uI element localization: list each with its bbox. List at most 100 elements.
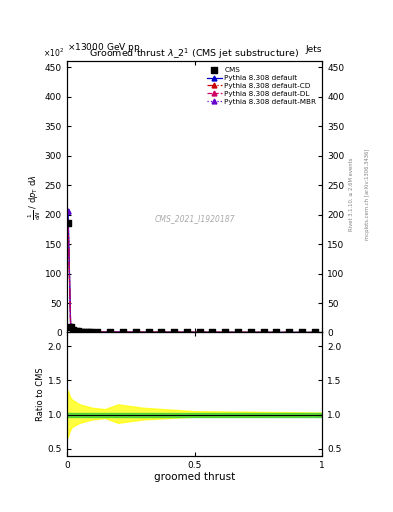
Pythia 8.308 default-DL	[73, 328, 78, 334]
Pythia 8.308 default-MBR	[66, 207, 70, 214]
Pythia 8.308 default	[81, 329, 86, 335]
Pythia 8.308 default-DL	[299, 329, 304, 335]
Pythia 8.308 default	[223, 329, 228, 335]
CMS	[209, 328, 215, 336]
Pythia 8.308 default-MBR	[185, 329, 189, 335]
Pythia 8.308 default-DL	[76, 328, 81, 334]
Pythia 8.308 default-MBR	[197, 329, 202, 335]
Text: CMS_2021_I1920187: CMS_2021_I1920187	[154, 214, 235, 223]
Pythia 8.308 default	[66, 207, 70, 214]
Pythia 8.308 default-MBR	[95, 329, 100, 335]
Pythia 8.308 default-MBR	[79, 328, 83, 334]
Pythia 8.308 default-DL	[95, 329, 100, 335]
Pythia 8.308 default	[172, 329, 176, 335]
Text: Jets: Jets	[306, 45, 322, 54]
Pythia 8.308 default	[86, 329, 91, 335]
CMS	[158, 328, 165, 336]
Pythia 8.308 default-MBR	[89, 329, 94, 335]
Pythia 8.308 default-CD	[261, 329, 266, 335]
Pythia 8.308 default	[312, 329, 317, 335]
CMS	[78, 328, 84, 336]
Pythia 8.308 default-CD	[89, 329, 94, 335]
Pythia 8.308 default-DL	[185, 329, 189, 335]
CMS	[80, 328, 86, 336]
CMS	[145, 328, 152, 336]
Pythia 8.308 default-CD	[79, 329, 83, 335]
Pythia 8.308 default	[146, 329, 151, 335]
Pythia 8.308 default	[261, 329, 266, 335]
Pythia 8.308 default	[121, 329, 125, 335]
Pythia 8.308 default-DL	[121, 329, 125, 335]
CMS	[286, 328, 292, 336]
Pythia 8.308 default-DL	[89, 329, 94, 335]
Pythia 8.308 default-CD	[86, 329, 91, 335]
Pythia 8.308 default-CD	[66, 219, 70, 225]
CMS	[222, 328, 228, 336]
Pythia 8.308 default-DL	[146, 329, 151, 335]
Pythia 8.308 default-CD	[73, 328, 78, 334]
Pythia 8.308 default-DL	[71, 326, 75, 332]
Pythia 8.308 default	[134, 329, 138, 335]
CMS	[75, 327, 81, 335]
Pythia 8.308 default-MBR	[287, 329, 292, 335]
Y-axis label: $\frac{1}{\mathrm{d}N}$ / $\mathrm{d}p_\mathrm{T}$ $\mathrm{d}\lambda$: $\frac{1}{\mathrm{d}N}$ / $\mathrm{d}p_\…	[27, 174, 43, 220]
Pythia 8.308 default-MBR	[68, 323, 73, 329]
Pythia 8.308 default	[210, 329, 215, 335]
Pythia 8.308 default	[68, 323, 73, 329]
Pythia 8.308 default	[287, 329, 292, 335]
Text: mcplots.cern.ch [arXiv:1306.3436]: mcplots.cern.ch [arXiv:1306.3436]	[365, 149, 370, 240]
Pythia 8.308 default-DL	[236, 329, 241, 335]
Pythia 8.308 default	[71, 326, 75, 332]
Pythia 8.308 default-MBR	[84, 329, 88, 335]
Pythia 8.308 default-MBR	[86, 329, 91, 335]
Pythia 8.308 default-MBR	[172, 329, 176, 335]
CMS	[260, 328, 266, 336]
Pythia 8.308 default-MBR	[223, 329, 228, 335]
CMS	[171, 328, 177, 336]
Pythia 8.308 default-DL	[274, 329, 279, 335]
Pythia 8.308 default	[274, 329, 279, 335]
Pythia 8.308 default-CD	[236, 329, 241, 335]
Line: Pythia 8.308 default-CD: Pythia 8.308 default-CD	[66, 219, 317, 335]
Pythia 8.308 default-DL	[86, 329, 91, 335]
Line: Pythia 8.308 default-DL: Pythia 8.308 default-DL	[66, 219, 317, 335]
Pythia 8.308 default-DL	[108, 329, 113, 335]
Pythia 8.308 default-CD	[197, 329, 202, 335]
Pythia 8.308 default	[108, 329, 113, 335]
X-axis label: groomed thrust: groomed thrust	[154, 472, 235, 482]
Pythia 8.308 default	[299, 329, 304, 335]
Pythia 8.308 default-CD	[248, 329, 253, 335]
Pythia 8.308 default-MBR	[312, 329, 317, 335]
Pythia 8.308 default-DL	[79, 329, 83, 335]
Pythia 8.308 default-CD	[108, 329, 113, 335]
Pythia 8.308 default-DL	[84, 329, 88, 335]
Pythia 8.308 default	[79, 328, 83, 334]
Pythia 8.308 default-CD	[121, 329, 125, 335]
Pythia 8.308 default-CD	[81, 329, 86, 335]
Pythia 8.308 default-MBR	[248, 329, 253, 335]
Pythia 8.308 default-DL	[81, 329, 86, 335]
Pythia 8.308 default-CD	[95, 329, 100, 335]
CMS	[83, 328, 89, 336]
Pythia 8.308 default	[95, 329, 100, 335]
Pythia 8.308 default-DL	[159, 329, 164, 335]
Pythia 8.308 default-MBR	[76, 328, 81, 334]
Pythia 8.308 default-MBR	[261, 329, 266, 335]
Pythia 8.308 default-MBR	[121, 329, 125, 335]
Pythia 8.308 default-MBR	[274, 329, 279, 335]
Pythia 8.308 default-MBR	[146, 329, 151, 335]
Pythia 8.308 default-MBR	[73, 328, 78, 334]
CMS	[133, 328, 139, 336]
Pythia 8.308 default	[248, 329, 253, 335]
Y-axis label: Ratio to CMS: Ratio to CMS	[36, 367, 45, 421]
Pythia 8.308 default-DL	[210, 329, 215, 335]
Title: Groomed thrust $\lambda\_2^1$ (CMS jet substructure): Groomed thrust $\lambda\_2^1$ (CMS jet s…	[89, 47, 300, 61]
Pythia 8.308 default-CD	[185, 329, 189, 335]
Pythia 8.308 default-DL	[197, 329, 202, 335]
Pythia 8.308 default	[159, 329, 164, 335]
Pythia 8.308 default-DL	[312, 329, 317, 335]
Pythia 8.308 default-DL	[248, 329, 253, 335]
Pythia 8.308 default	[197, 329, 202, 335]
Pythia 8.308 default-DL	[261, 329, 266, 335]
Pythia 8.308 default-MBR	[134, 329, 138, 335]
